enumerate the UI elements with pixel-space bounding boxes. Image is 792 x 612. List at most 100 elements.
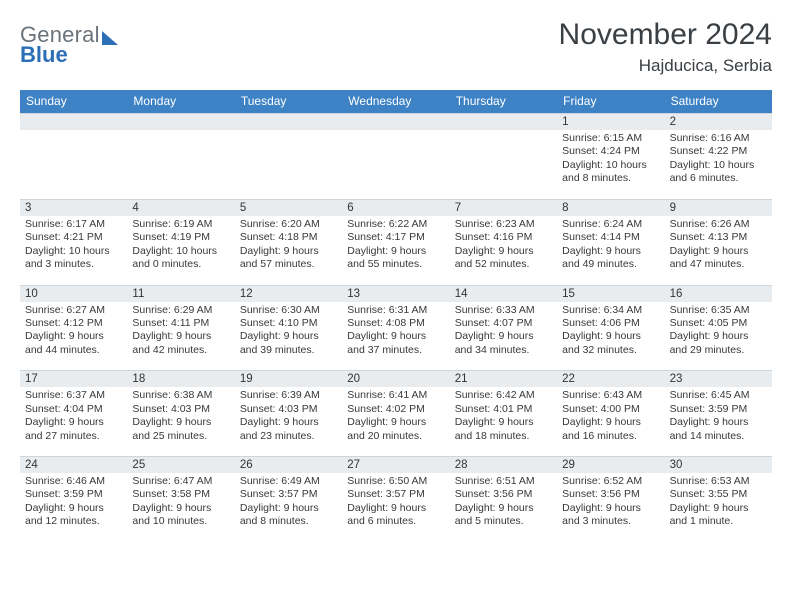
- week-spacer: [20, 446, 772, 456]
- week-row: 10Sunrise: 6:27 AMSunset: 4:12 PMDayligh…: [20, 285, 772, 361]
- day-number: 9: [665, 199, 772, 216]
- empty-day-header: [235, 113, 342, 130]
- day-number: 23: [665, 370, 772, 387]
- day-number: 14: [450, 285, 557, 302]
- day-body: Sunrise: 6:24 AMSunset: 4:14 PMDaylight:…: [557, 216, 664, 275]
- logo-triangle-icon: [102, 31, 118, 45]
- day-cell: 6Sunrise: 6:22 AMSunset: 4:17 PMDaylight…: [342, 199, 449, 275]
- day-body: Sunrise: 6:39 AMSunset: 4:03 PMDaylight:…: [235, 387, 342, 446]
- day-cell: [450, 113, 557, 189]
- day-cell: 15Sunrise: 6:34 AMSunset: 4:06 PMDayligh…: [557, 285, 664, 361]
- day-body: Sunrise: 6:19 AMSunset: 4:19 PMDaylight:…: [127, 216, 234, 275]
- day-number: 19: [235, 370, 342, 387]
- day-number: 17: [20, 370, 127, 387]
- day-body: Sunrise: 6:52 AMSunset: 3:56 PMDaylight:…: [557, 473, 664, 532]
- day-number: 22: [557, 370, 664, 387]
- day-number: 28: [450, 456, 557, 473]
- day-body: Sunrise: 6:34 AMSunset: 4:06 PMDaylight:…: [557, 302, 664, 361]
- weekday-header-cell: Saturday: [665, 90, 772, 113]
- weeks-container: 1Sunrise: 6:15 AMSunset: 4:24 PMDaylight…: [20, 113, 772, 532]
- day-number: 15: [557, 285, 664, 302]
- day-body: Sunrise: 6:26 AMSunset: 4:13 PMDaylight:…: [665, 216, 772, 275]
- empty-day-header: [20, 113, 127, 130]
- day-body: Sunrise: 6:27 AMSunset: 4:12 PMDaylight:…: [20, 302, 127, 361]
- day-cell: 17Sunrise: 6:37 AMSunset: 4:04 PMDayligh…: [20, 370, 127, 446]
- day-number: 25: [127, 456, 234, 473]
- day-body: Sunrise: 6:15 AMSunset: 4:24 PMDaylight:…: [557, 130, 664, 189]
- day-cell: 2Sunrise: 6:16 AMSunset: 4:22 PMDaylight…: [665, 113, 772, 189]
- day-cell: 8Sunrise: 6:24 AMSunset: 4:14 PMDaylight…: [557, 199, 664, 275]
- weekday-header-cell: Wednesday: [342, 90, 449, 113]
- day-cell: 28Sunrise: 6:51 AMSunset: 3:56 PMDayligh…: [450, 456, 557, 532]
- day-cell: 22Sunrise: 6:43 AMSunset: 4:00 PMDayligh…: [557, 370, 664, 446]
- day-cell: 26Sunrise: 6:49 AMSunset: 3:57 PMDayligh…: [235, 456, 342, 532]
- title-block: November 2024 Hajducica, Serbia: [559, 18, 772, 76]
- day-number: 10: [20, 285, 127, 302]
- day-number: 16: [665, 285, 772, 302]
- week-row: 24Sunrise: 6:46 AMSunset: 3:59 PMDayligh…: [20, 456, 772, 532]
- day-cell: 3Sunrise: 6:17 AMSunset: 4:21 PMDaylight…: [20, 199, 127, 275]
- day-cell: [20, 113, 127, 189]
- day-cell: 5Sunrise: 6:20 AMSunset: 4:18 PMDaylight…: [235, 199, 342, 275]
- day-cell: 30Sunrise: 6:53 AMSunset: 3:55 PMDayligh…: [665, 456, 772, 532]
- day-body: Sunrise: 6:22 AMSunset: 4:17 PMDaylight:…: [342, 216, 449, 275]
- week-spacer: [20, 189, 772, 199]
- day-number: 18: [127, 370, 234, 387]
- header: General Blue November 2024 Hajducica, Se…: [20, 18, 772, 76]
- day-body: Sunrise: 6:49 AMSunset: 3:57 PMDaylight:…: [235, 473, 342, 532]
- weekday-header-cell: Tuesday: [235, 90, 342, 113]
- day-number: 27: [342, 456, 449, 473]
- day-cell: 29Sunrise: 6:52 AMSunset: 3:56 PMDayligh…: [557, 456, 664, 532]
- day-body: Sunrise: 6:29 AMSunset: 4:11 PMDaylight:…: [127, 302, 234, 361]
- day-cell: 27Sunrise: 6:50 AMSunset: 3:57 PMDayligh…: [342, 456, 449, 532]
- day-number: 3: [20, 199, 127, 216]
- day-number: 6: [342, 199, 449, 216]
- day-number: 4: [127, 199, 234, 216]
- weekday-header-cell: Monday: [127, 90, 234, 113]
- calendar-page: General Blue November 2024 Hajducica, Se…: [0, 0, 792, 552]
- day-body: Sunrise: 6:33 AMSunset: 4:07 PMDaylight:…: [450, 302, 557, 361]
- day-cell: [235, 113, 342, 189]
- week-row: 17Sunrise: 6:37 AMSunset: 4:04 PMDayligh…: [20, 370, 772, 446]
- day-cell: 1Sunrise: 6:15 AMSunset: 4:24 PMDaylight…: [557, 113, 664, 189]
- day-number: 30: [665, 456, 772, 473]
- day-body: Sunrise: 6:43 AMSunset: 4:00 PMDaylight:…: [557, 387, 664, 446]
- day-body: Sunrise: 6:20 AMSunset: 4:18 PMDaylight:…: [235, 216, 342, 275]
- day-number: 26: [235, 456, 342, 473]
- day-cell: 25Sunrise: 6:47 AMSunset: 3:58 PMDayligh…: [127, 456, 234, 532]
- day-number: 24: [20, 456, 127, 473]
- weekday-header-cell: Thursday: [450, 90, 557, 113]
- day-body: Sunrise: 6:23 AMSunset: 4:16 PMDaylight:…: [450, 216, 557, 275]
- calendar-grid: SundayMondayTuesdayWednesdayThursdayFrid…: [20, 90, 772, 532]
- day-body: Sunrise: 6:31 AMSunset: 4:08 PMDaylight:…: [342, 302, 449, 361]
- day-number: 12: [235, 285, 342, 302]
- day-body: Sunrise: 6:47 AMSunset: 3:58 PMDaylight:…: [127, 473, 234, 532]
- logo-word-blue: Blue: [20, 44, 118, 66]
- location-text: Hajducica, Serbia: [559, 56, 772, 76]
- weekday-header-cell: Sunday: [20, 90, 127, 113]
- day-number: 1: [557, 113, 664, 130]
- day-cell: 21Sunrise: 6:42 AMSunset: 4:01 PMDayligh…: [450, 370, 557, 446]
- day-number: 7: [450, 199, 557, 216]
- day-body: Sunrise: 6:42 AMSunset: 4:01 PMDaylight:…: [450, 387, 557, 446]
- month-title: November 2024: [559, 18, 772, 52]
- day-cell: 14Sunrise: 6:33 AMSunset: 4:07 PMDayligh…: [450, 285, 557, 361]
- day-number: 20: [342, 370, 449, 387]
- weekday-header-cell: Friday: [557, 90, 664, 113]
- day-body: Sunrise: 6:30 AMSunset: 4:10 PMDaylight:…: [235, 302, 342, 361]
- day-cell: 20Sunrise: 6:41 AMSunset: 4:02 PMDayligh…: [342, 370, 449, 446]
- day-body: Sunrise: 6:38 AMSunset: 4:03 PMDaylight:…: [127, 387, 234, 446]
- day-cell: 11Sunrise: 6:29 AMSunset: 4:11 PMDayligh…: [127, 285, 234, 361]
- week-row: 1Sunrise: 6:15 AMSunset: 4:24 PMDaylight…: [20, 113, 772, 189]
- day-cell: [127, 113, 234, 189]
- day-cell: 19Sunrise: 6:39 AMSunset: 4:03 PMDayligh…: [235, 370, 342, 446]
- day-number: 21: [450, 370, 557, 387]
- day-body: Sunrise: 6:16 AMSunset: 4:22 PMDaylight:…: [665, 130, 772, 189]
- logo: General Blue: [20, 18, 118, 66]
- week-spacer: [20, 275, 772, 285]
- empty-day-header: [450, 113, 557, 130]
- day-body: Sunrise: 6:45 AMSunset: 3:59 PMDaylight:…: [665, 387, 772, 446]
- day-cell: 9Sunrise: 6:26 AMSunset: 4:13 PMDaylight…: [665, 199, 772, 275]
- day-number: 8: [557, 199, 664, 216]
- week-spacer: [20, 360, 772, 370]
